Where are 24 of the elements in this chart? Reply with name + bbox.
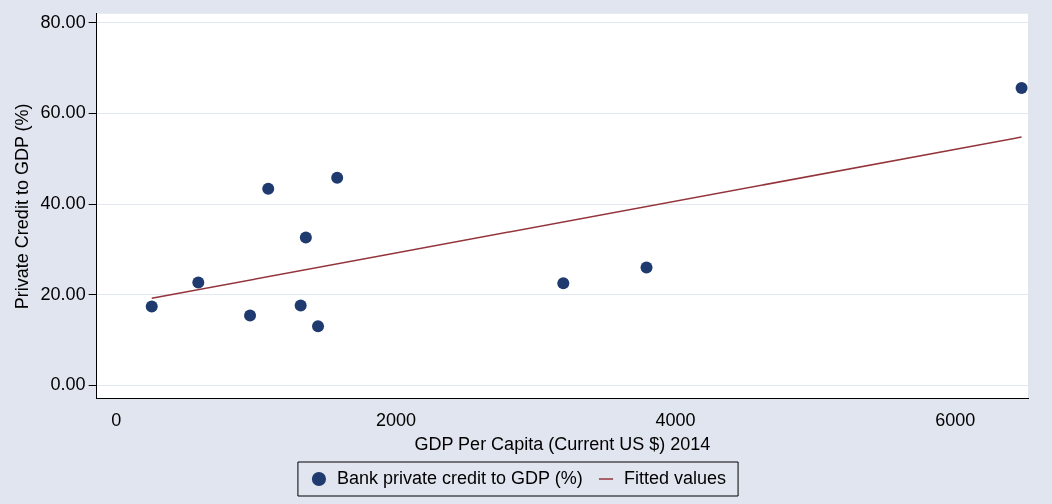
point bbox=[331, 171, 344, 184]
x-tick-label: 4000 bbox=[655, 409, 696, 430]
point bbox=[557, 277, 570, 290]
y-tick-label: 20.00 bbox=[40, 283, 86, 304]
y-tick-label: 60.00 bbox=[40, 102, 86, 123]
x-tick-label: 2000 bbox=[375, 409, 416, 430]
x-axis-title: GDP Per Capita (Current US $) 2014 bbox=[414, 434, 711, 455]
x-tick-label: 0 bbox=[111, 409, 122, 430]
point bbox=[640, 261, 653, 274]
point bbox=[1015, 82, 1028, 95]
x-tick-label: 6000 bbox=[935, 409, 976, 430]
point bbox=[294, 299, 307, 312]
point bbox=[244, 309, 257, 322]
point bbox=[192, 276, 205, 289]
y-tick-label: 80.00 bbox=[40, 11, 86, 32]
point bbox=[145, 300, 158, 313]
point bbox=[299, 231, 312, 244]
legend-label: Fitted values bbox=[624, 467, 727, 488]
y-axis-title: Private Credit to GDP (%) bbox=[11, 103, 32, 310]
y-tick-label: 0.00 bbox=[50, 374, 86, 395]
point bbox=[312, 320, 325, 333]
legend-label: Bank private credit to GDP (%) bbox=[336, 467, 583, 488]
y-tick-label: 40.00 bbox=[40, 193, 86, 213]
point bbox=[262, 182, 275, 195]
